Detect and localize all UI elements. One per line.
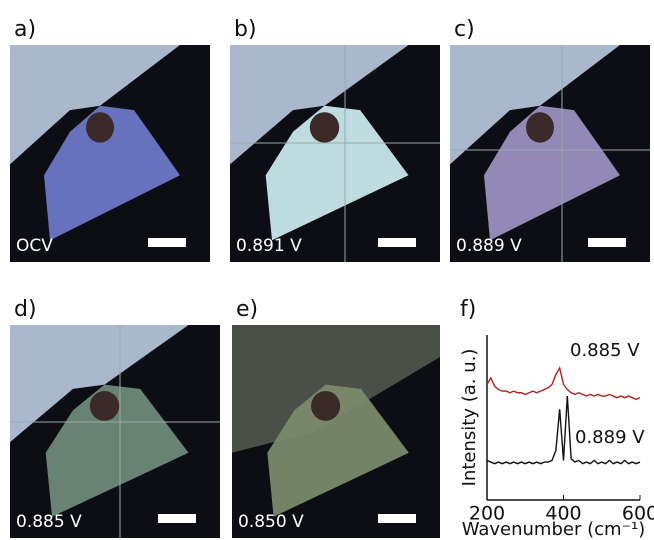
defect [311, 391, 340, 421]
panel-label: d) [14, 297, 37, 322]
micrograph [10, 325, 220, 538]
panel: 0.889 V c) [450, 17, 650, 262]
scale-bar [588, 238, 626, 247]
x-axis-label: Wavenumber (cm⁻¹) [462, 519, 646, 540]
caption: 0.850 V [238, 512, 304, 532]
panel: 0.891 V b) [230, 17, 440, 262]
scale-bar [378, 514, 416, 523]
series-label: 0.889 V [575, 427, 645, 448]
panel-label: c) [454, 17, 475, 42]
caption: OCV [16, 236, 53, 256]
series-label: 0.885 V [570, 340, 640, 361]
micrograph [450, 45, 650, 262]
y-axis-label: Intensity (a. u.) [459, 349, 480, 487]
panel-label: b) [234, 17, 257, 42]
scale-bar [378, 238, 416, 247]
defect [526, 112, 554, 142]
defect [86, 112, 114, 142]
micrograph [232, 325, 440, 538]
micrograph [10, 45, 210, 262]
caption: 0.889 V [456, 236, 522, 256]
panel: 0.850 V e) [232, 297, 440, 538]
caption: 0.885 V [16, 512, 82, 532]
panel: 0.885 V d) [10, 297, 220, 538]
panel-label: a) [14, 17, 36, 42]
caption: 0.891 V [236, 236, 302, 256]
defect [310, 112, 339, 142]
defect [90, 391, 119, 421]
panel-label: f) [460, 297, 476, 322]
scale-bar [158, 514, 196, 523]
spectrum [487, 368, 640, 399]
scale-bar [148, 238, 186, 247]
panel-label: e) [236, 297, 258, 322]
figure: OCV a) 0.891 V b) 0.889 V c) 0.885 V d) 0.850 V e… [0, 0, 654, 540]
micrograph [230, 45, 440, 262]
panel: OCV a) [10, 17, 210, 262]
